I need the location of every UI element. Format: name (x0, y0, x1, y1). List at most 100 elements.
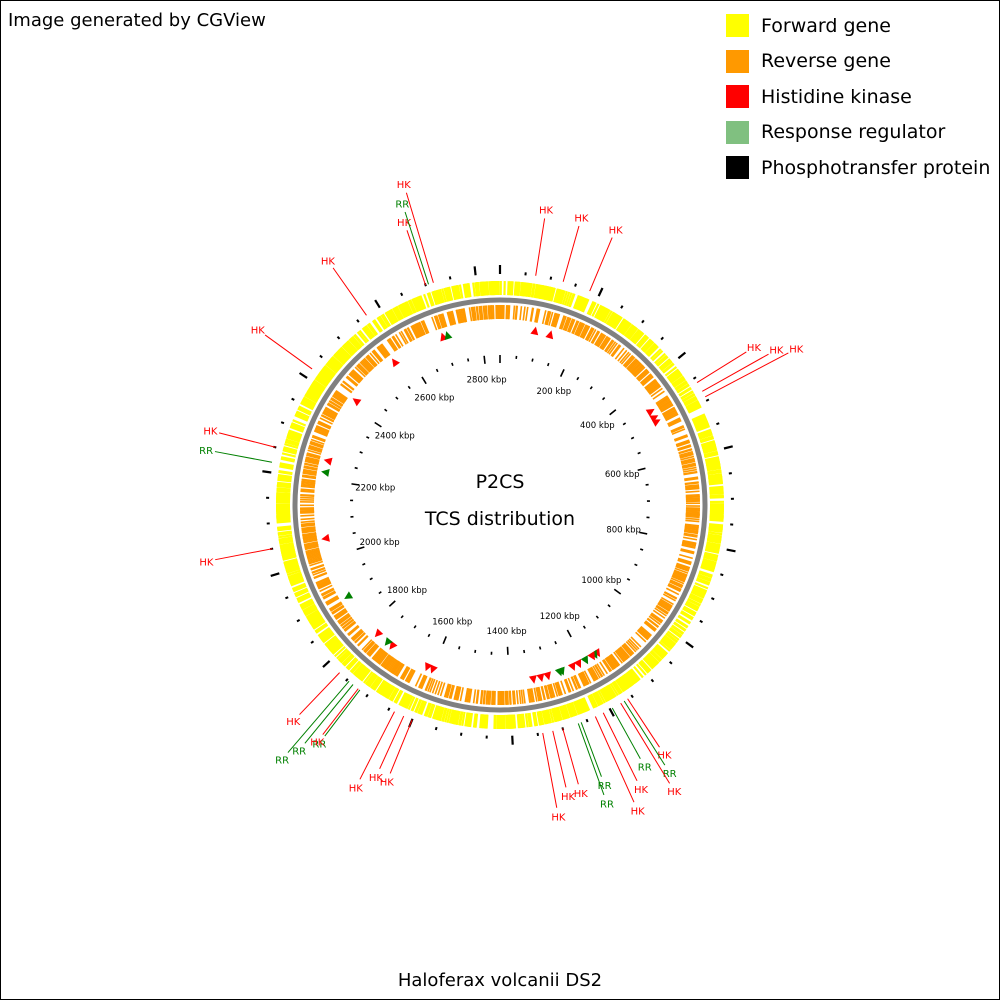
forward-gene (658, 640, 671, 652)
forward-gene (373, 678, 383, 691)
forward-gene (691, 413, 706, 422)
forward-gene (476, 281, 481, 297)
forward-gene (570, 701, 578, 716)
callout-line (602, 712, 638, 782)
ruler-label: 200 kbp (536, 387, 571, 397)
reverse-gene (367, 354, 378, 366)
forward-gene (594, 304, 603, 319)
reverse-gene (301, 480, 316, 484)
forward-gene (279, 462, 294, 468)
forward-gene (393, 689, 403, 704)
reverse-gene (670, 424, 684, 432)
histidine-kinase-marker (352, 398, 362, 407)
forward-gene (311, 618, 325, 628)
forward-gene (536, 711, 542, 726)
forward-gene (535, 284, 540, 299)
reverse-gene (685, 517, 700, 521)
ruler-label: 1200 kbp (540, 612, 580, 622)
reverse-gene (340, 616, 353, 627)
forward-gene (323, 364, 337, 376)
callout-line (404, 211, 429, 285)
callout-line (214, 451, 273, 463)
reverse-gene (482, 305, 486, 320)
ruler-tick (566, 629, 572, 638)
callout-label: HK (667, 787, 682, 798)
forward-gene (279, 542, 294, 547)
reverse-gene (522, 689, 526, 704)
forward-gene (541, 710, 547, 725)
reverse-gene (365, 356, 376, 368)
reverse-gene (660, 596, 674, 606)
forward-gene (660, 360, 673, 372)
reverse-gene (634, 366, 646, 378)
ruler-tick (435, 368, 439, 373)
reverse-gene (422, 319, 430, 334)
reverse-gene (683, 533, 698, 538)
reverse-gene (331, 604, 344, 614)
forward-gene (345, 657, 357, 669)
outer-tick (296, 619, 301, 623)
outer-tick (699, 619, 703, 624)
reverse-gene (459, 687, 464, 702)
reverse-gene (302, 532, 317, 536)
forward-gene (286, 567, 301, 574)
outer-tick-ring (262, 265, 736, 745)
forward-gene (279, 543, 295, 549)
reverse-gene (322, 410, 336, 419)
forward-gene (687, 598, 701, 607)
reverse-gene (386, 657, 396, 671)
forward-gene (514, 281, 518, 296)
forward-gene (673, 622, 686, 632)
forward-gene (278, 538, 294, 544)
callout-line (611, 707, 641, 760)
ruler-label: 1000 kbp (581, 576, 621, 586)
reverse-gene (535, 687, 540, 702)
reverse-gene (485, 690, 489, 705)
forward-gene (483, 281, 487, 296)
forward-gene (638, 336, 650, 349)
reverse-gene (316, 578, 330, 586)
histidine-kinase-marker (389, 640, 398, 650)
callout-line (577, 723, 605, 796)
reverse-gene (472, 689, 477, 704)
reverse-gene (306, 550, 321, 556)
reverse-gene (683, 532, 698, 537)
forward-gene (286, 569, 301, 577)
reverse-gene (448, 311, 454, 326)
forward-gene (351, 335, 363, 348)
callout-line (562, 225, 580, 282)
ruler-tick (639, 531, 648, 535)
forward-gene (565, 292, 573, 307)
forward-gene (650, 348, 662, 360)
reverse-gene (562, 316, 569, 331)
reverse-gene (305, 547, 320, 553)
reverse-gene (515, 690, 519, 705)
reverse-gene (400, 330, 409, 344)
reverse-gene (675, 563, 690, 570)
forward-gene (472, 713, 477, 728)
reverse-gene (300, 485, 315, 489)
reverse-gene (536, 308, 541, 323)
forward-gene (692, 416, 707, 424)
forward-gene (456, 284, 462, 300)
forward-gene (414, 698, 422, 713)
forward-gene (688, 595, 703, 604)
forward-gene (320, 368, 334, 379)
reverse-gene (300, 484, 316, 488)
reverse-gene (676, 562, 691, 569)
callout-label: RR (292, 746, 306, 757)
forward-gene (435, 290, 442, 305)
outer-tick (726, 548, 736, 553)
forward-gene (697, 573, 712, 581)
ruler-label: 1400 kbp (487, 627, 527, 637)
forward-gene (341, 653, 354, 666)
reverse-gene (460, 308, 465, 323)
reverse-gene (552, 312, 558, 327)
reverse-gene (351, 629, 364, 641)
reverse-gene (480, 305, 484, 320)
forward-gene (653, 647, 665, 659)
forward-gene (524, 282, 529, 297)
reverse-gene (315, 426, 329, 434)
forward-gene (336, 350, 349, 362)
forward-gene (617, 319, 627, 332)
